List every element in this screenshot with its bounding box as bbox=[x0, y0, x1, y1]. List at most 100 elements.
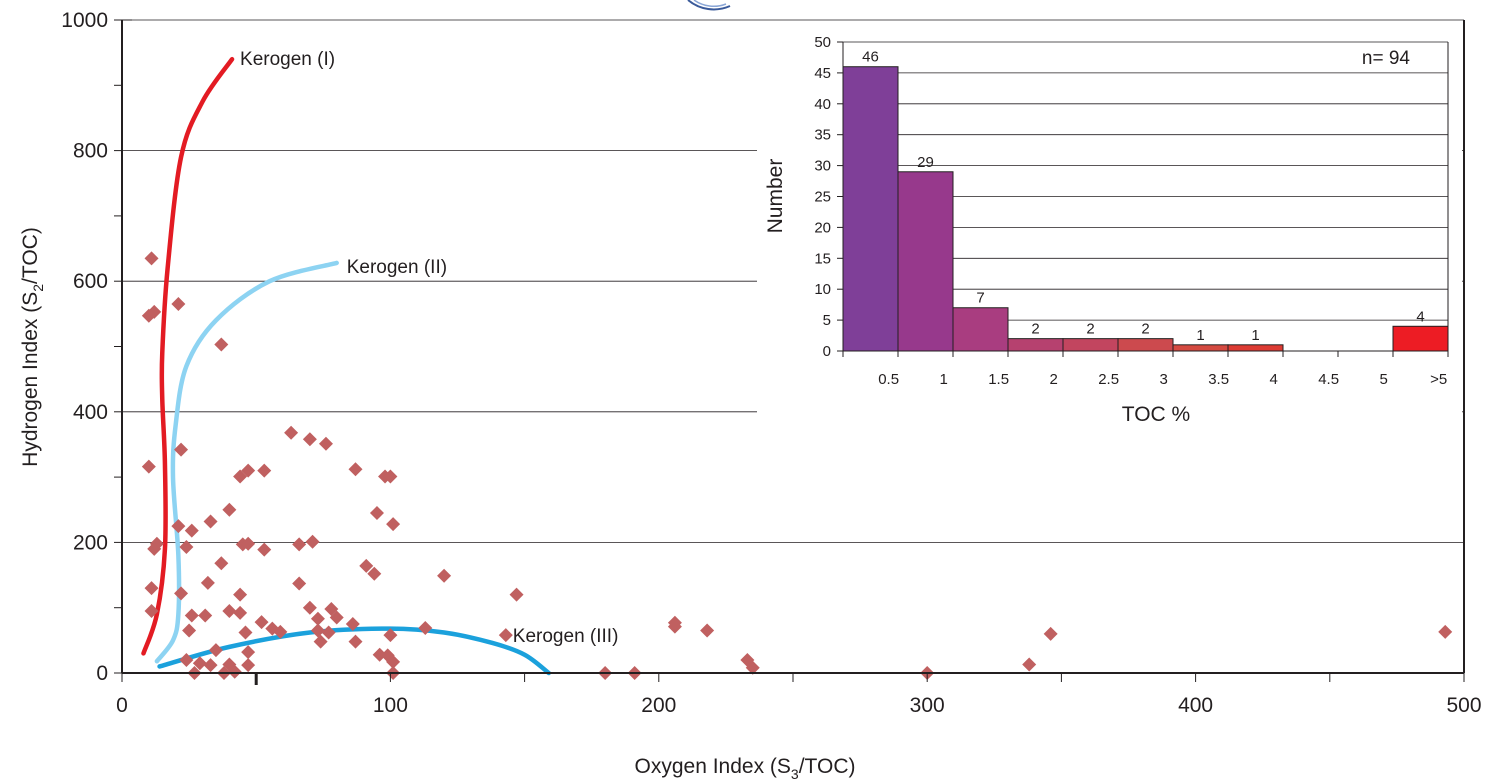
data-point bbox=[208, 643, 223, 658]
inset-x-tick-label: 0.5 bbox=[878, 371, 899, 388]
histogram-data-label: 2 bbox=[1086, 321, 1094, 338]
data-point bbox=[198, 608, 213, 623]
data-point bbox=[369, 506, 384, 521]
inset-annotation: n= 94 bbox=[1362, 48, 1411, 69]
histogram-data-label: 1 bbox=[1251, 327, 1259, 344]
histogram-bar bbox=[897, 171, 954, 352]
data-point bbox=[1043, 626, 1058, 641]
data-point bbox=[144, 581, 159, 596]
data-point bbox=[313, 634, 328, 649]
data-point bbox=[192, 656, 207, 671]
x-tick-label: 400 bbox=[1178, 694, 1213, 717]
histogram-data-label: 29 bbox=[917, 154, 934, 171]
inset-y-tick-label: 5 bbox=[823, 312, 831, 329]
y-tick-label: 0 bbox=[96, 662, 108, 685]
inset-y-tick-label: 15 bbox=[814, 250, 831, 267]
data-point bbox=[284, 425, 299, 440]
data-point bbox=[179, 652, 194, 667]
data-point bbox=[383, 628, 398, 643]
histogram-bar bbox=[1172, 344, 1229, 352]
histogram-bar bbox=[952, 307, 1009, 352]
data-point bbox=[1022, 657, 1037, 672]
data-point bbox=[184, 608, 199, 623]
inset-x-tick-label: 2 bbox=[1049, 371, 1057, 388]
inset-x-tick-label: 1 bbox=[939, 371, 947, 388]
kerogen-curves: Kerogen (I) Kerogen (II) Kerogen (III) bbox=[141, 49, 619, 676]
data-point bbox=[144, 251, 159, 266]
inset-x-tick-label: 4.5 bbox=[1318, 371, 1339, 388]
data-point bbox=[241, 645, 256, 660]
y-tick-label: 800 bbox=[73, 140, 108, 163]
y-tick-label: 600 bbox=[73, 270, 108, 293]
histogram-bar bbox=[1392, 325, 1449, 352]
data-point bbox=[214, 337, 229, 352]
histogram-data-label: 46 bbox=[862, 49, 879, 66]
data-point bbox=[292, 576, 307, 591]
histogram-data-label: 2 bbox=[1141, 321, 1149, 338]
y-tick-label: 1000 bbox=[61, 9, 108, 32]
data-point bbox=[348, 634, 363, 649]
data-point bbox=[318, 436, 333, 451]
data-point bbox=[498, 628, 513, 643]
kerogen-label-3: Kerogen (III) bbox=[513, 626, 619, 647]
x-tick-label: 500 bbox=[1446, 694, 1481, 717]
inset-x-axis-title: TOC % bbox=[1122, 403, 1190, 426]
inset-y-tick-label: 45 bbox=[814, 65, 831, 82]
data-point bbox=[367, 566, 382, 581]
data-point bbox=[700, 623, 715, 638]
inset-y-tick-label: 0 bbox=[823, 343, 831, 360]
kerogen-label-2: Kerogen (II) bbox=[347, 257, 447, 278]
data-point bbox=[233, 605, 248, 620]
data-point bbox=[292, 537, 307, 552]
data-point bbox=[345, 617, 360, 632]
data-point bbox=[348, 462, 363, 477]
histogram-bar bbox=[1117, 338, 1174, 352]
data-point bbox=[203, 658, 218, 673]
data-point bbox=[203, 514, 218, 529]
inset-x-tick-label: 5 bbox=[1379, 371, 1387, 388]
data-point bbox=[257, 463, 272, 478]
toc-histogram: 05101520253035404550460.529171.52222.523… bbox=[764, 34, 1449, 426]
data-point bbox=[310, 623, 325, 638]
inset-y-tick-label: 10 bbox=[814, 281, 831, 298]
histogram-bar bbox=[842, 66, 899, 352]
data-point bbox=[214, 556, 229, 571]
data-point bbox=[241, 658, 256, 673]
inset-y-tick-label: 20 bbox=[814, 219, 831, 236]
data-point bbox=[386, 517, 401, 532]
inset-y-tick-label: 30 bbox=[814, 158, 831, 175]
data-point bbox=[184, 523, 199, 538]
histogram-data-label: 2 bbox=[1031, 321, 1039, 338]
data-point bbox=[745, 660, 760, 675]
gridlines bbox=[122, 19, 1464, 543]
inset-y-tick-label: 40 bbox=[814, 96, 831, 113]
data-point bbox=[241, 463, 256, 478]
data-point bbox=[238, 625, 253, 640]
kerogen-curve-3 bbox=[157, 626, 552, 676]
data-point bbox=[302, 600, 317, 615]
histogram-data-label: 1 bbox=[1196, 327, 1204, 344]
x-tick-label: 200 bbox=[641, 694, 676, 717]
data-point bbox=[305, 534, 320, 549]
logo-icon bbox=[687, 0, 731, 11]
inset-x-tick-label: 3.5 bbox=[1208, 371, 1229, 388]
data-point bbox=[222, 502, 237, 517]
y-tick-label: 200 bbox=[73, 531, 108, 554]
data-point bbox=[509, 587, 524, 602]
data-point bbox=[171, 519, 186, 534]
inset-x-tick-label: 1.5 bbox=[988, 371, 1009, 388]
data-point bbox=[149, 536, 164, 551]
scatter-points bbox=[141, 251, 1453, 680]
histogram-bar bbox=[1007, 338, 1064, 352]
data-point bbox=[667, 619, 682, 634]
kerogen-curve-1 bbox=[141, 56, 235, 656]
inset-x-tick-label: 3 bbox=[1159, 371, 1167, 388]
data-point bbox=[437, 568, 452, 583]
data-point bbox=[174, 442, 189, 457]
x-tick-label: 100 bbox=[373, 694, 408, 717]
data-point bbox=[302, 432, 317, 447]
kerogen-label-1: Kerogen (I) bbox=[240, 49, 335, 70]
data-point bbox=[383, 469, 398, 484]
